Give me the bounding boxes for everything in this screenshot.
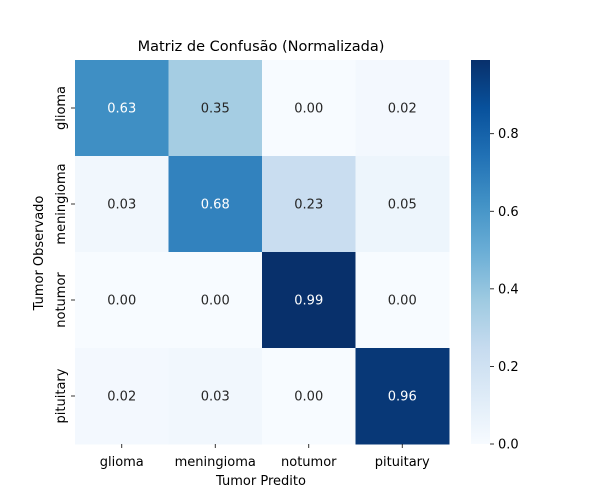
cell-value-label: 0.03 — [107, 198, 136, 213]
heatmap-cell — [75, 156, 169, 253]
y-tick-label: glioma — [54, 86, 69, 130]
colorbar-tick-label: 0.2 — [498, 360, 519, 375]
x-tick-label: pituitary — [375, 455, 430, 470]
heatmap-cell — [262, 252, 356, 349]
colorbar-tick-label: 0.0 — [498, 438, 519, 453]
heatmap-cell — [168, 252, 263, 349]
x-axis-label: Tumor Predito — [215, 474, 306, 489]
cell-value-label: 0.03 — [201, 390, 230, 405]
cell-value-label: 0.99 — [294, 294, 323, 309]
y-axis-ticks: glioma meningioma notumor pituitary — [54, 86, 75, 423]
x-tick-label: glioma — [100, 455, 144, 470]
x-tick-label: meningioma — [175, 455, 256, 470]
cell-value-label: 0.63 — [107, 102, 136, 117]
cell-value-label: 0.00 — [294, 390, 323, 405]
cell-value-label: 0.02 — [107, 390, 136, 405]
heatmap-cell — [355, 60, 450, 157]
cell-value-label: 0.23 — [294, 198, 323, 213]
cell-value-label: 0.00 — [388, 294, 417, 309]
heatmap-cell — [262, 60, 356, 157]
heatmap-cell — [75, 348, 169, 445]
cell-value-label: 0.35 — [201, 102, 230, 117]
heatmap-cell — [168, 60, 263, 157]
heatmap-cell — [355, 348, 450, 445]
colorbar-tick-label: 0.8 — [498, 127, 519, 142]
cell-value-label: 0.00 — [294, 102, 323, 117]
cell-value-label: 0.68 — [201, 198, 230, 213]
x-axis-ticks: glioma meningioma notumor pituitary — [100, 444, 430, 470]
colorbar-tick-label: 0.4 — [498, 282, 519, 297]
heatmap-cells: 0.63 0.35 0.00 0.02 0.03 0.68 0.23 0.05 0.00 0.00… — [75, 60, 450, 445]
y-tick-label: pituitary — [54, 368, 69, 423]
chart-title: Matriz de Confusão (Normalizada) — [138, 39, 385, 55]
x-tick-label: notumor — [281, 455, 337, 470]
heatmap-cell — [355, 156, 450, 253]
colorbar-tick-label: 0.6 — [498, 205, 519, 220]
cell-value-label: 0.00 — [107, 294, 136, 309]
y-tick-label: notumor — [54, 272, 69, 328]
heatmap-cell — [168, 156, 263, 253]
heatmap-cell — [75, 60, 169, 157]
cell-value-label: 0.00 — [201, 294, 230, 309]
y-tick-label: meningioma — [54, 163, 69, 244]
cell-value-label: 0.05 — [388, 198, 417, 213]
heatmap-cell — [262, 156, 356, 253]
heatmap-cell — [355, 252, 450, 349]
heatmap-cell — [262, 348, 356, 445]
y-axis-label: Tumor Observado — [32, 196, 47, 312]
heatmap-cell — [168, 348, 263, 445]
colorbar-ticks: 0.0 0.2 0.4 0.6 0.8 — [490, 127, 519, 453]
cell-value-label: 0.02 — [388, 102, 417, 117]
colorbar — [471, 60, 490, 444]
cell-value-label: 0.96 — [388, 390, 417, 405]
heatmap-cell — [75, 252, 169, 349]
